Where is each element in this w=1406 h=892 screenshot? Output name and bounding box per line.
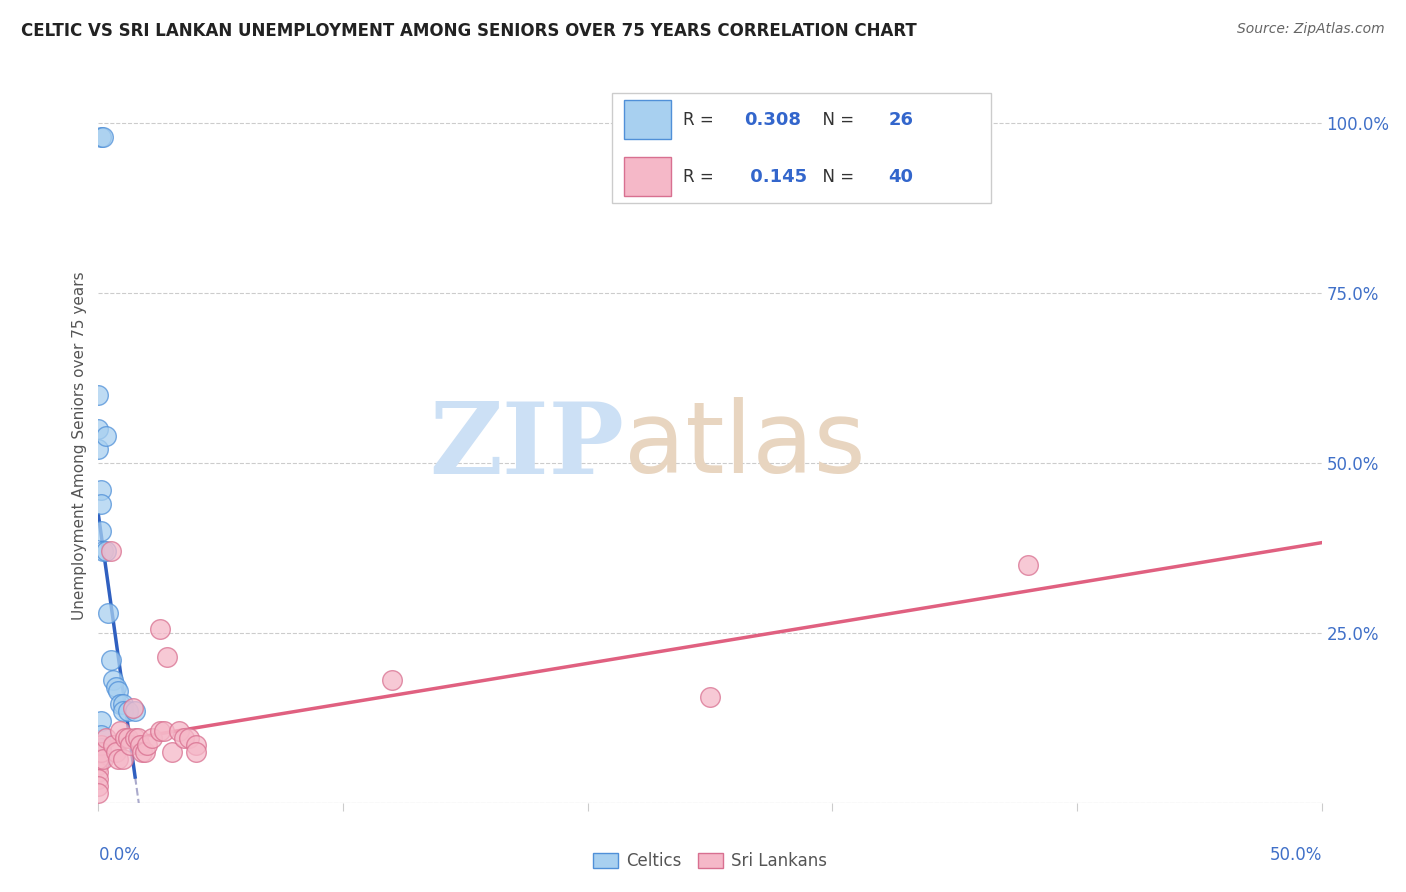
Point — [90, 497, 112, 511]
Point — [127, 731, 149, 746]
Text: N =: N = — [811, 111, 859, 128]
Point — [91, 544, 114, 558]
Point — [87, 779, 110, 793]
Point — [141, 731, 163, 746]
Point — [177, 731, 200, 746]
Point — [100, 653, 122, 667]
Point — [94, 429, 117, 443]
Legend: Celtics, Sri Lankans: Celtics, Sri Lankans — [586, 846, 834, 877]
FancyBboxPatch shape — [612, 93, 991, 203]
Point — [97, 606, 120, 620]
Point — [156, 649, 179, 664]
Point — [131, 745, 153, 759]
Point — [136, 738, 159, 752]
Point — [107, 751, 129, 765]
Point — [186, 738, 208, 752]
Point — [149, 623, 172, 637]
Point — [90, 751, 112, 765]
Text: CELTIC VS SRI LANKAN UNEMPLOYMENT AMONG SENIORS OVER 75 YEARS CORRELATION CHART: CELTIC VS SRI LANKAN UNEMPLOYMENT AMONG … — [21, 22, 917, 40]
Point — [90, 129, 112, 144]
Point — [381, 673, 404, 688]
Text: 26: 26 — [889, 111, 914, 128]
Text: N =: N = — [811, 168, 859, 186]
Point — [124, 704, 146, 718]
Point — [699, 690, 721, 705]
Point — [94, 544, 117, 558]
Point — [87, 758, 110, 772]
Point — [104, 745, 127, 759]
Point — [100, 544, 122, 558]
Point — [111, 751, 134, 765]
Point — [1017, 558, 1039, 572]
Point — [107, 683, 129, 698]
Text: 50.0%: 50.0% — [1270, 846, 1322, 863]
Point — [94, 731, 117, 746]
Point — [91, 129, 114, 144]
Point — [101, 673, 124, 688]
Point — [111, 704, 134, 718]
FancyBboxPatch shape — [624, 157, 671, 196]
Point — [87, 751, 110, 765]
Point — [124, 731, 146, 746]
Point — [90, 524, 112, 538]
Text: atlas: atlas — [624, 398, 866, 494]
Point — [160, 745, 183, 759]
Point — [134, 745, 156, 759]
Point — [90, 714, 112, 729]
Point — [114, 731, 136, 746]
Point — [173, 731, 195, 746]
Text: 0.308: 0.308 — [744, 111, 801, 128]
Point — [87, 422, 110, 436]
Point — [87, 772, 110, 786]
Point — [90, 483, 112, 498]
Point — [87, 765, 110, 780]
Point — [120, 738, 142, 752]
FancyBboxPatch shape — [624, 100, 671, 139]
Point — [117, 731, 139, 746]
Y-axis label: Unemployment Among Seniors over 75 years: Unemployment Among Seniors over 75 years — [72, 272, 87, 620]
Text: Source: ZipAtlas.com: Source: ZipAtlas.com — [1237, 22, 1385, 37]
Point — [149, 724, 172, 739]
Text: R =: R = — [683, 111, 718, 128]
Text: 0.145: 0.145 — [744, 168, 807, 186]
Text: R =: R = — [683, 168, 718, 186]
Point — [87, 442, 110, 457]
Point — [110, 724, 132, 739]
Text: ZIP: ZIP — [429, 398, 624, 494]
Point — [101, 738, 124, 752]
Point — [90, 745, 112, 759]
Text: 40: 40 — [889, 168, 914, 186]
Point — [91, 751, 114, 765]
Point — [111, 698, 134, 712]
Point — [90, 741, 112, 756]
Point — [153, 724, 176, 739]
Point — [186, 745, 208, 759]
Point — [117, 704, 139, 718]
Point — [104, 680, 127, 694]
Point — [90, 738, 112, 752]
Point — [129, 738, 152, 752]
Point — [87, 751, 110, 765]
Text: 0.0%: 0.0% — [98, 846, 141, 863]
Point — [121, 700, 143, 714]
Point — [90, 728, 112, 742]
Point — [110, 698, 132, 712]
Point — [87, 388, 110, 402]
Point — [87, 786, 110, 800]
Point — [167, 724, 190, 739]
